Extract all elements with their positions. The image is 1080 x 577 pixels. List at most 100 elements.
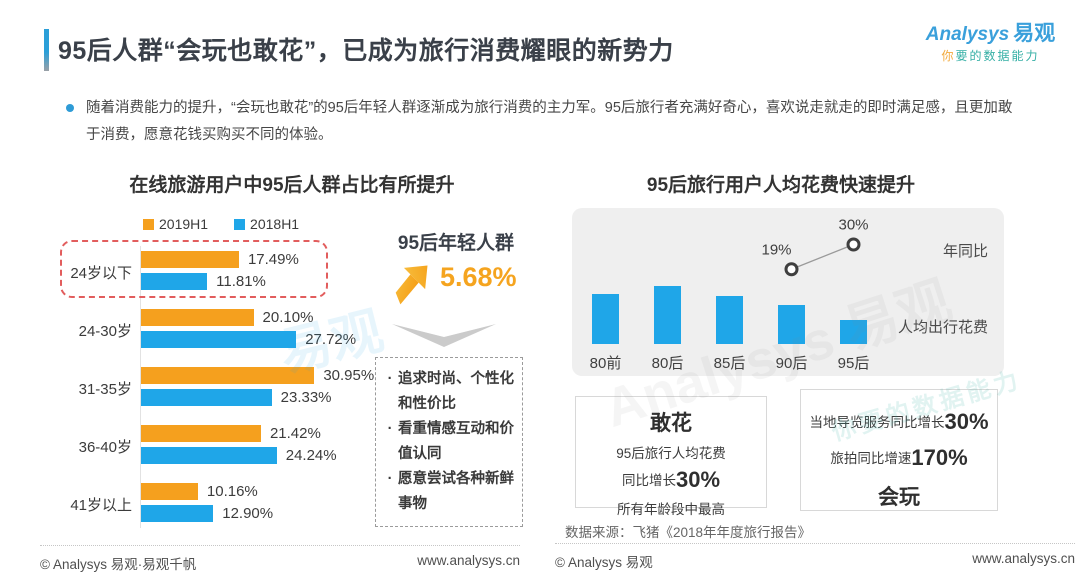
yoy-line <box>791 243 854 270</box>
box-play-line2: 旅拍同比增速170% <box>801 445 997 471</box>
rbar-85后 <box>716 296 743 344</box>
age-row-1: 24-30岁 20.10% 27.72% <box>40 309 520 353</box>
logo-brand: Analysys 易观 <box>918 22 1063 46</box>
legend-item-2018h1: 2018H1 <box>234 216 299 232</box>
bar-line-2019H1-3: 21.42% <box>141 425 321 442</box>
bar-2019H1-4 <box>141 483 198 500</box>
age-label-1: 24-30岁 <box>78 323 132 340</box>
rbar-80前 <box>592 294 619 344</box>
logo-brand-en: Analysys <box>925 24 1010 45</box>
footer-left-copyright: © Analysys 易观·易观千帆 <box>40 557 197 572</box>
box-play-line2-value: 170% <box>911 445 968 470</box>
box-play-line1-prefix: 当地导览服务同比增长 <box>809 415 945 430</box>
rcat-label-95后: 95后 <box>837 355 870 372</box>
bullet-dot-icon <box>66 104 74 112</box>
legend-swatch-2018h1 <box>234 218 246 230</box>
trait-bullet-icon: · <box>387 371 393 387</box>
left-chart-axis <box>140 246 141 528</box>
bar-2018H1-3 <box>141 447 277 464</box>
logo-tagline-first: 你 <box>941 48 956 63</box>
box-spend-title: 敢花 <box>650 412 692 435</box>
legend-label-2019h1: 2019H1 <box>159 216 209 232</box>
age-label-0: 24岁以下 <box>70 265 132 282</box>
bar-value-2019H1-4: 10.16% <box>206 483 258 500</box>
bar-2018H1-1 <box>141 331 297 348</box>
spend-chart-panel: 年同比 人均出行花费 80前 80后 85后 90后 95后 19% 30% <box>572 208 1004 376</box>
bar-value-2019H1-3: 21.42% <box>269 425 321 442</box>
bar-value-2018H1-0: 11.81% <box>216 273 266 290</box>
bar-value-2018H1-2: 23.33% <box>280 389 332 406</box>
bar-2018H1-2 <box>141 389 272 406</box>
legend-label-2018h1: 2018H1 <box>250 216 300 232</box>
trait-bullet-icon: · <box>387 421 393 437</box>
trait-bullet-icon: · <box>387 471 393 487</box>
bar-2019H1-2 <box>141 367 315 384</box>
age-row-0: 24岁以下 17.49% 11.81% <box>40 251 520 295</box>
bar-series-label: 人均出行花费 <box>897 319 988 336</box>
bar-line-2019H1-2: 30.95% <box>141 367 374 384</box>
rbar-80后 <box>654 286 681 344</box>
left-chart-title: 在线旅游用户中95后人群占比有所提升 <box>129 175 455 196</box>
age-row-2: 31-35岁 30.95% 23.33% <box>40 367 520 411</box>
line-series-label: 年同比 <box>942 243 988 260</box>
age-label-4: 41岁以上 <box>70 497 132 514</box>
yoy-point-label-0: 19% <box>761 241 791 258</box>
bar-line-2018H1-0: 11.81% <box>141 273 266 290</box>
traits-list: · 追求时尚、个性化和性价比 · 看重情感互动和价值认同 · 愿意尝试各种新鲜事物 <box>382 367 514 517</box>
right-chart-title: 95后旅行用户人均花费快速提升 <box>646 175 916 196</box>
yoy-point-label-1: 30% <box>838 217 868 234</box>
logo-tagline: 你要的数据能力 <box>918 48 1063 63</box>
age-label-3: 36-40岁 <box>78 439 132 456</box>
bar-2018H1-4 <box>141 505 214 522</box>
traits-box: · 追求时尚、个性化和性价比 · 看重情感互动和价值认同 · 愿意尝试各种新鲜事物 <box>375 357 523 527</box>
bar-line-2018H1-4: 12.90% <box>141 505 273 522</box>
legend-swatch-2019h1 <box>143 218 154 230</box>
yoy-point-0 <box>784 262 799 277</box>
bar-2018H1-0 <box>141 273 208 290</box>
bar-line-2018H1-1: 27.72% <box>141 331 356 348</box>
box-spend-line2-value: 30% <box>675 467 721 492</box>
yoy-line-chart: 19% 30% <box>761 217 869 277</box>
dare-to-spend-box: 敢花 95后旅行人均花费 同比增长30% 所有年龄段中最高 <box>575 396 767 517</box>
yoy-point-1 <box>846 237 861 252</box>
box-spend-line1: 95后旅行人均花费 <box>616 446 726 461</box>
trait-item-2: · 愿意尝试各种新鲜事物 <box>382 467 514 517</box>
bar-line-2018H1-2: 23.33% <box>141 389 332 406</box>
page-title: 95后人群“会玩也敢花”，已成为旅行消费耀眼的新势力 <box>58 37 674 65</box>
bar-value-2019H1-2: 30.95% <box>323 367 375 384</box>
age-row-4: 41岁以上 10.16% 12.90% <box>40 483 520 527</box>
highlight-box-under24 <box>60 240 328 298</box>
bar-line-2019H1-4: 10.16% <box>141 483 258 500</box>
rcat-label-80前: 80前 <box>589 355 622 372</box>
rbar-95后 <box>840 320 867 344</box>
box-spend-line2: 同比增长30% <box>576 467 766 493</box>
title-accent-bar <box>44 29 49 71</box>
bar-2019H1-0 <box>141 251 239 268</box>
logo-tagline-rest: 要的数据能力 <box>955 48 1040 63</box>
rcat-label-80后: 80后 <box>651 355 684 372</box>
annotation-label: 95后年轻人群 <box>397 233 515 254</box>
knows-how-to-play-box: 当地导览服务同比增长30% 旅拍同比增速170% 会玩 <box>800 389 998 511</box>
legend: 2019H1 2018H1 <box>143 216 299 232</box>
box-play-title: 会玩 <box>878 486 920 509</box>
growth-arrow-icon <box>395 265 428 305</box>
box-spend-line2-prefix: 同比增长 <box>621 473 676 488</box>
box-spend-line3: 所有年龄段中最高 <box>617 502 725 517</box>
age-label-2: 31-35岁 <box>78 381 132 398</box>
footer-right-copyright: © Analysys 易观 <box>555 555 653 570</box>
intro-paragraph: 随着消费能力的提升，“会玩也敢花”的95后年轻人群逐渐成为旅行消费的主力军。95… <box>86 100 1013 143</box>
data-source: 数据来源：飞猪《2018年年度旅行报告》 <box>565 525 812 540</box>
box-play-line2-prefix: 旅拍同比增速 <box>830 451 912 466</box>
bar-line-2019H1-1: 20.10% <box>141 309 313 326</box>
footer-right-url: www.analysys.cn <box>972 551 1075 566</box>
rcat-label-85后: 85后 <box>713 355 746 372</box>
footer-left: © Analysys 易观·易观千帆 www.analysys.cn <box>40 545 520 573</box>
age-row-3: 36-40岁 21.42% 24.24% <box>40 425 520 469</box>
box-play-line1: 当地导览服务同比增长30% <box>801 409 997 435</box>
bar-2019H1-3 <box>141 425 261 442</box>
bar-2019H1-1 <box>141 309 254 326</box>
bar-value-2018H1-3: 24.24% <box>285 447 337 464</box>
chevron-down-icon <box>392 324 496 347</box>
bar-value-2018H1-4: 12.90% <box>222 505 274 522</box>
logo-brand-cn: 易观 <box>1013 22 1056 45</box>
